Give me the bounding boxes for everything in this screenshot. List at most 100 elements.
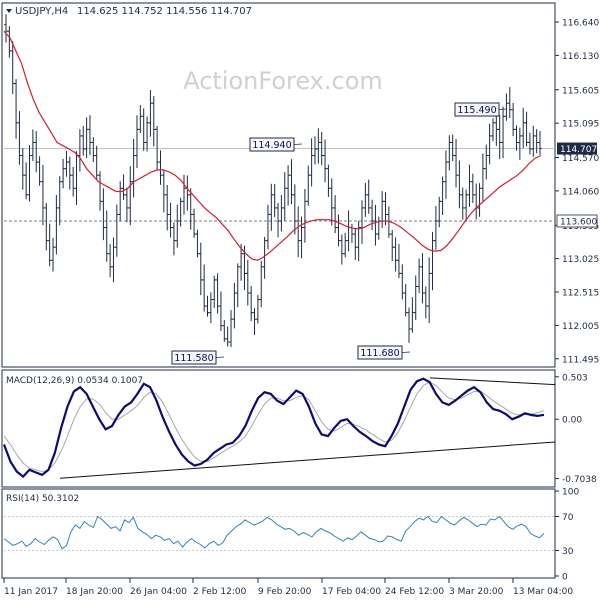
candle xyxy=(225,326,230,347)
candle xyxy=(141,108,146,151)
candle xyxy=(145,116,149,152)
candle xyxy=(366,179,371,214)
time-tick-label: 3 Mar 20:00 xyxy=(449,587,504,597)
candle xyxy=(383,192,388,226)
candle xyxy=(481,153,485,203)
candle xyxy=(239,243,243,281)
candle xyxy=(494,114,499,146)
candle xyxy=(205,295,210,317)
price-tick-label: 111.495 xyxy=(562,355,599,365)
candle xyxy=(407,307,411,343)
dropdown-triangle-icon[interactable] xyxy=(6,9,12,13)
candle xyxy=(91,137,96,163)
time-tick-label: 13 Mar 04:00 xyxy=(513,587,573,597)
support-tag-text: 113.600 xyxy=(560,218,597,228)
candle xyxy=(182,174,186,215)
time-tick-label: 26 Jan 04:00 xyxy=(130,587,187,597)
candle xyxy=(282,171,287,221)
price-tick-label: 116.130 xyxy=(562,52,599,62)
candle xyxy=(289,159,294,205)
candle xyxy=(259,260,264,308)
candle xyxy=(212,275,217,308)
candle xyxy=(51,237,55,272)
candle xyxy=(538,130,542,155)
candle xyxy=(64,150,69,177)
header: USDJPY,H4 114.625 114.752 114.556 114.70… xyxy=(6,6,252,17)
candle xyxy=(178,197,183,227)
candle xyxy=(279,195,284,232)
candle xyxy=(457,160,462,209)
candle xyxy=(108,244,112,278)
price-tick-label: 114.570 xyxy=(562,154,599,164)
candle xyxy=(471,173,475,203)
candle xyxy=(44,202,49,251)
candle xyxy=(192,208,196,238)
level-label-text: 111.580 xyxy=(174,353,213,364)
candle xyxy=(104,210,109,262)
candle xyxy=(68,156,72,190)
candle xyxy=(410,297,415,333)
candle xyxy=(504,93,509,121)
candle xyxy=(54,194,59,255)
level-label-pointer xyxy=(215,356,225,358)
candle xyxy=(118,181,122,222)
candle xyxy=(393,237,398,272)
watermark: ActionForex.com xyxy=(183,67,383,95)
candle xyxy=(323,139,327,183)
time-tick-label: 9 Feb 20:00 xyxy=(258,587,312,597)
candle xyxy=(94,145,99,180)
macd-panel-frame xyxy=(1,369,556,488)
candle xyxy=(440,176,445,216)
price-tick-label: 115.095 xyxy=(562,120,599,130)
rsi-line xyxy=(3,515,545,550)
candle xyxy=(370,199,374,231)
candle xyxy=(299,216,304,259)
current-price-tag-text: 114.707 xyxy=(560,145,597,155)
level-label-text: 111.680 xyxy=(360,348,399,359)
candle xyxy=(491,118,495,142)
candle xyxy=(198,242,203,296)
candle xyxy=(252,308,257,336)
level-label-pointer xyxy=(401,351,411,353)
candle xyxy=(497,115,502,160)
macd-tick-label: -0.7038 xyxy=(562,475,597,485)
candle xyxy=(125,187,129,223)
candle xyxy=(47,223,52,267)
candle xyxy=(175,204,180,248)
candle xyxy=(309,138,314,187)
candle xyxy=(521,107,526,149)
candle xyxy=(427,257,431,324)
candle xyxy=(387,206,391,238)
price-axis-tags: 113.600 114.707 xyxy=(556,142,597,228)
moving-average xyxy=(3,30,542,261)
candle xyxy=(84,117,89,159)
candle xyxy=(34,131,39,173)
rsi-title: RSI(14) 50.3102 xyxy=(6,494,79,504)
candle xyxy=(151,96,156,147)
candle xyxy=(417,258,421,294)
candle xyxy=(403,284,408,317)
symbol-info: USDJPY,H4 xyxy=(15,6,68,17)
candle xyxy=(316,128,321,164)
candle xyxy=(14,79,18,139)
candle xyxy=(511,102,515,137)
candle xyxy=(115,204,119,257)
candle xyxy=(31,129,35,162)
candle xyxy=(477,183,482,217)
candle xyxy=(353,228,358,260)
candle xyxy=(531,125,536,157)
candle xyxy=(246,259,250,306)
candle xyxy=(518,127,522,160)
candle xyxy=(98,171,102,211)
candle xyxy=(229,310,233,347)
candle xyxy=(507,87,512,118)
time-tick-label: 18 Jan 20:00 xyxy=(66,587,123,597)
candle xyxy=(256,295,260,324)
candle xyxy=(24,162,28,200)
level-label-text: 115.490 xyxy=(457,105,496,116)
candle xyxy=(413,275,418,320)
candle xyxy=(306,165,311,206)
time-tick-label: 24 Feb 12:00 xyxy=(385,587,444,597)
candle xyxy=(447,135,452,171)
